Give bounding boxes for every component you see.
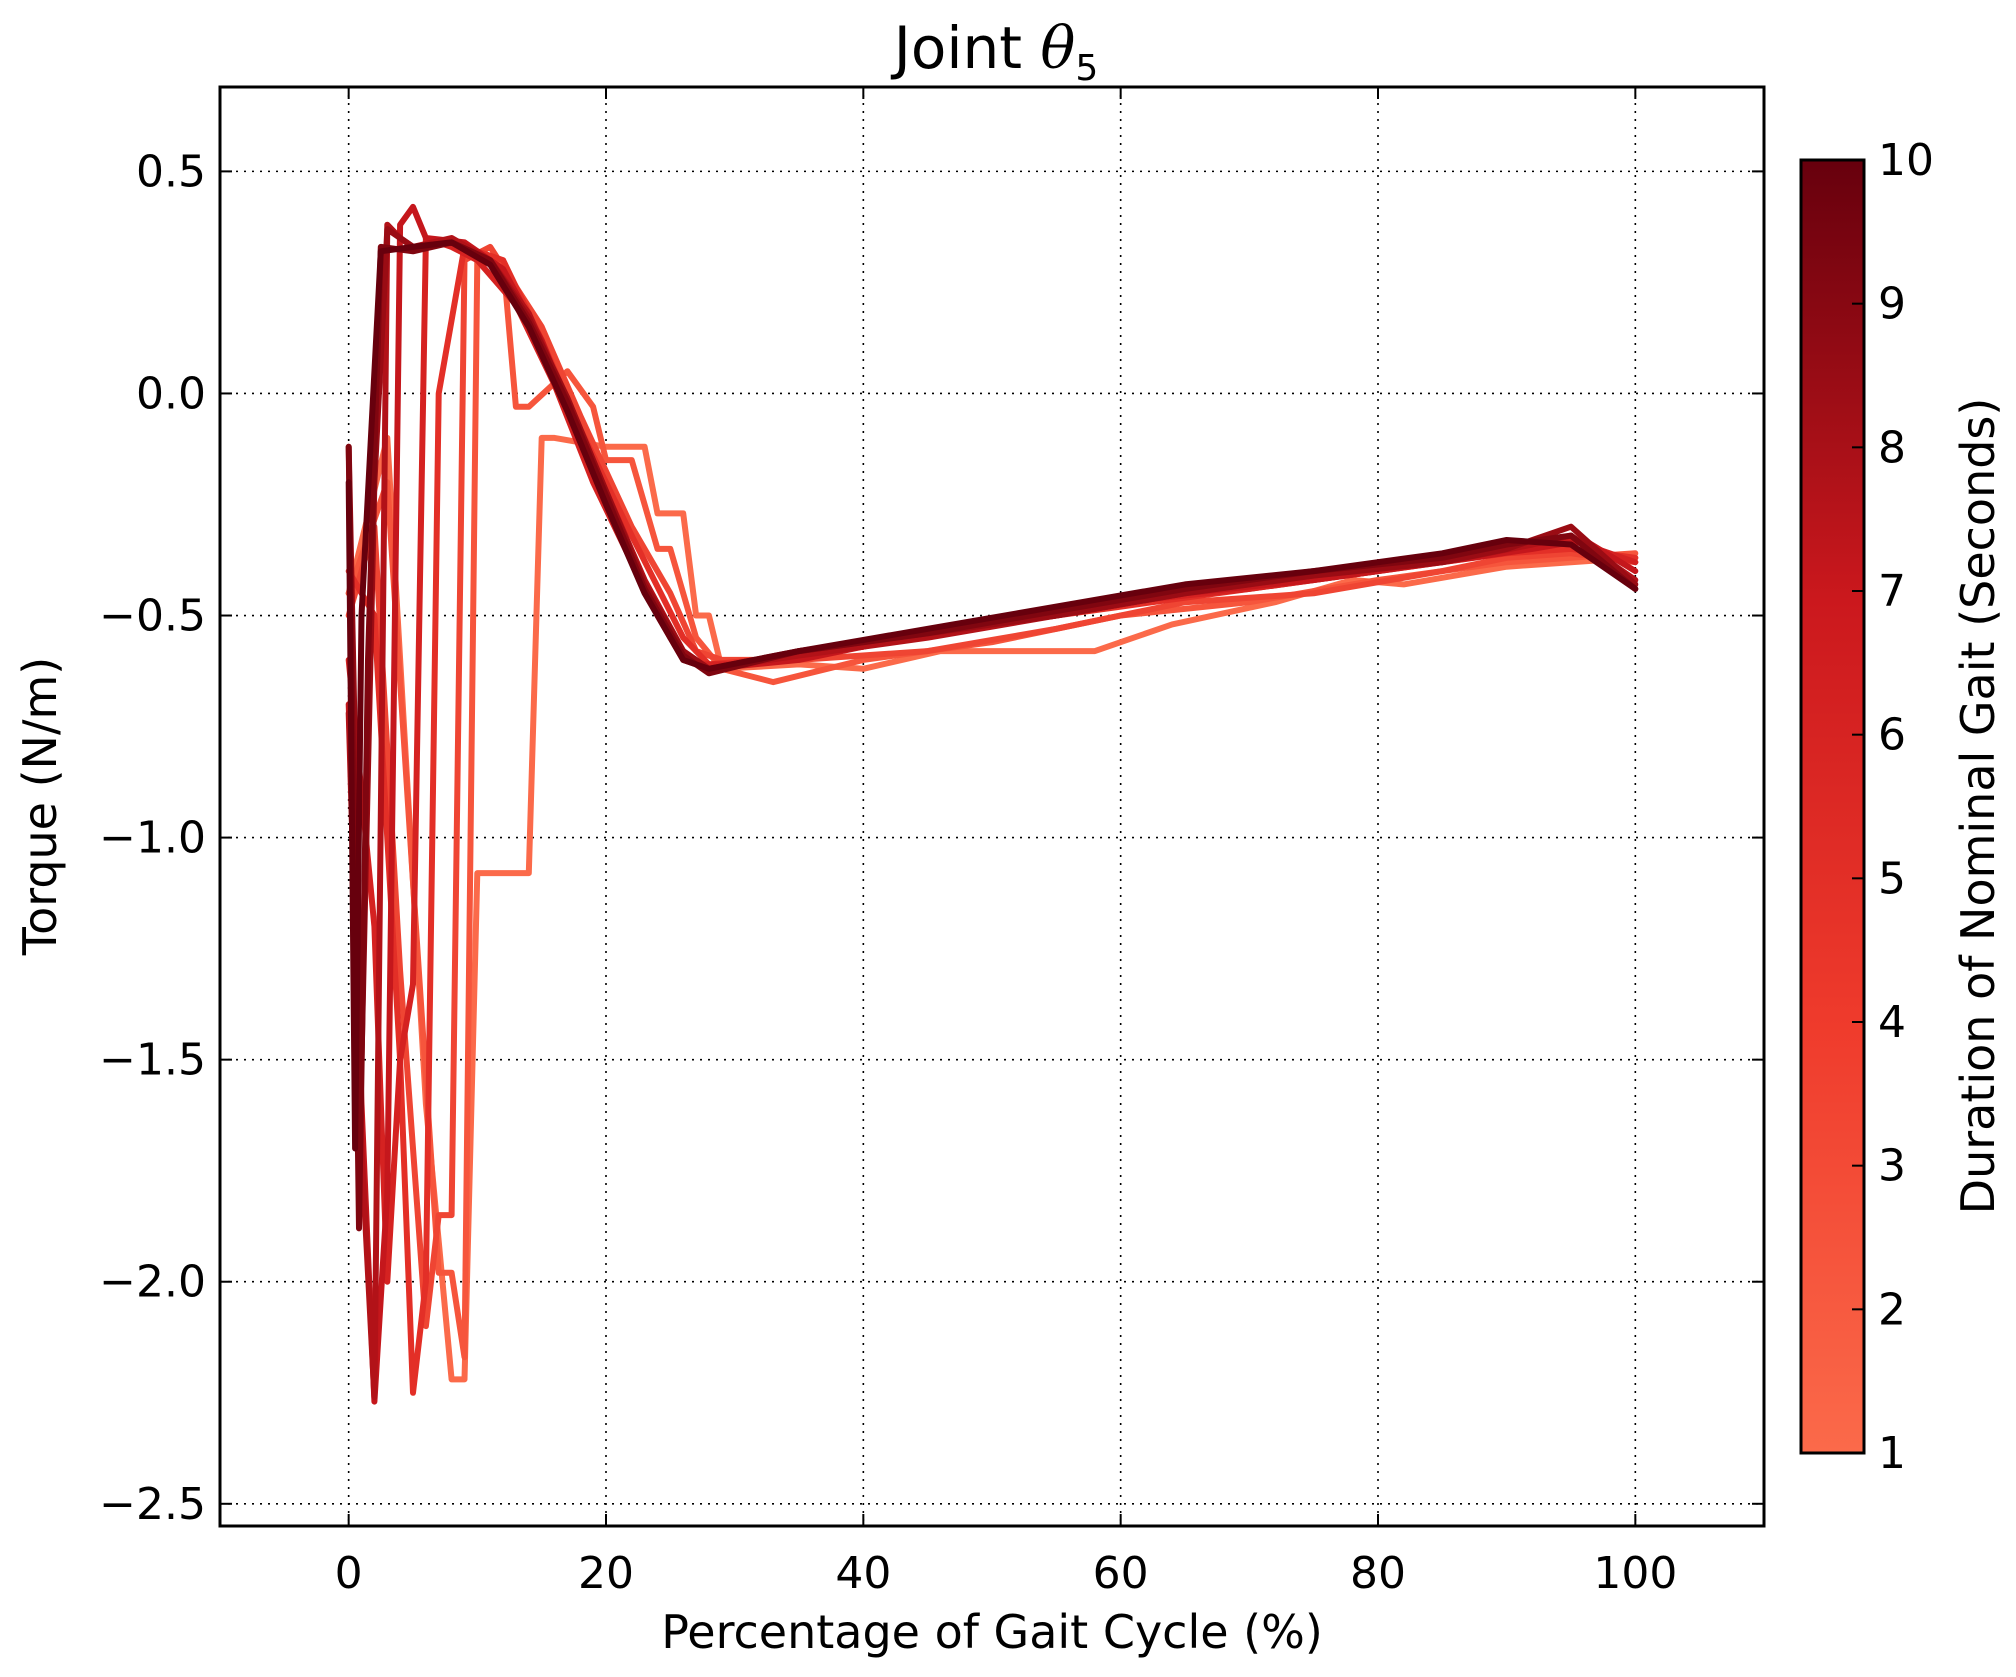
plot-frame xyxy=(218,85,1766,1528)
colorbar-tick-label: 1 xyxy=(1878,1428,1906,1479)
colorbar-tick-label: 9 xyxy=(1878,279,1906,330)
y-tick-label: −0.5 xyxy=(99,591,206,642)
colorbar xyxy=(1799,158,1866,1455)
series-line-duration-7 xyxy=(345,221,1639,1401)
colorbar-tick-label: 10 xyxy=(1878,135,1934,186)
y-tick-label: 0.5 xyxy=(136,146,206,197)
series-line-duration-4 xyxy=(345,243,1639,1396)
chart-title-symbol: θ xyxy=(1040,14,1075,82)
series-line-duration-3 xyxy=(345,243,1639,1330)
x-tick-label: 20 xyxy=(578,1548,634,1599)
series-line-duration-9 xyxy=(345,239,1639,1232)
x-axis-label: Percentage of Gait Cycle (%) xyxy=(661,1605,1323,1659)
y-axis-ticks: 0.5 0.0 −0.5 −1.0 −1.5 −2.0 −2.5 xyxy=(99,146,1764,1530)
x-tick-label: 40 xyxy=(835,1548,891,1599)
series-line-duration-1 xyxy=(345,434,1639,1383)
chart-title-prefix: Joint xyxy=(891,14,1041,82)
colorbar-label: Duration of Nominal Gait (Seconds) xyxy=(1951,398,2005,1215)
x-axis-ticks: 0 20 40 60 80 100 xyxy=(335,87,1677,1599)
colorbar-tick-label: 5 xyxy=(1878,853,1906,904)
colorbar-tick-label: 7 xyxy=(1878,566,1906,617)
colorbar-tick-label: 8 xyxy=(1878,422,1906,473)
chart-title: Joint θ5 xyxy=(891,14,1098,89)
y-tick-label: 0.0 xyxy=(136,368,206,419)
grid-lines xyxy=(220,87,1764,1526)
colorbar-tick-label: 6 xyxy=(1878,710,1906,761)
colorbar-tick-label: 3 xyxy=(1878,1141,1906,1192)
x-tick-label: 80 xyxy=(1350,1548,1406,1599)
series-line-duration-2 xyxy=(345,257,1639,1361)
series-lines xyxy=(345,203,1639,1405)
colorbar-tick-label: 2 xyxy=(1878,1284,1906,1335)
colorbar-tick-label: 4 xyxy=(1878,997,1906,1048)
chart-title-subscript: 5 xyxy=(1075,48,1098,89)
x-tick-label: 0 xyxy=(335,1548,363,1599)
y-axis-label: Torque (N/m) xyxy=(13,657,67,956)
colorbar-ticks: 1 2 3 4 5 6 7 8 9 10 xyxy=(1852,135,1934,1479)
y-tick-label: −1.0 xyxy=(99,813,206,864)
y-tick-label: −2.5 xyxy=(99,1479,206,1530)
y-tick-label: −2.0 xyxy=(99,1257,206,1308)
series-line-duration-6 xyxy=(345,203,1639,1405)
x-tick-label: 100 xyxy=(1593,1548,1677,1599)
y-tick-label: −1.5 xyxy=(99,1035,206,1086)
x-tick-label: 60 xyxy=(1093,1548,1149,1599)
series-line-duration-10 xyxy=(345,239,1639,1152)
